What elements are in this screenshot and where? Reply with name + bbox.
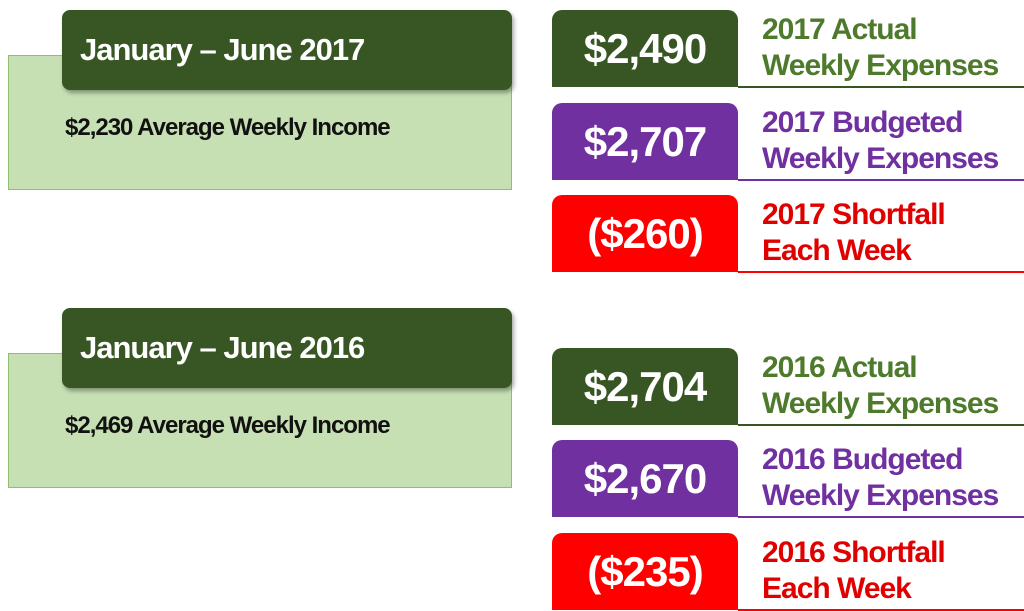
item-label: 2017 Shortfall Each Week	[738, 197, 1024, 273]
label-line: Weekly Expenses	[762, 49, 999, 82]
item-label: 2016 Budgeted Weekly Expenses	[738, 442, 1024, 518]
label-line: 2017 Shortfall	[762, 198, 946, 231]
label-line: Each Week	[762, 572, 912, 605]
item-label: 2016 Actual Weekly Expenses	[738, 350, 1024, 426]
amount-box: $2,707	[552, 103, 738, 180]
item-label: 2016 Shortfall Each Week	[738, 535, 1024, 611]
label-line: 2017 Budgeted	[762, 106, 963, 139]
label-line: 2016 Shortfall	[762, 536, 946, 569]
amount-box: $2,670	[552, 440, 738, 517]
section-header: January – June 2017	[62, 10, 512, 90]
item-label: 2017 Budgeted Weekly Expenses	[738, 105, 1024, 181]
section-header: January – June 2016	[62, 308, 512, 388]
label-line: Weekly Expenses	[762, 387, 999, 420]
label-line: 2016 Actual	[762, 351, 918, 384]
amount-box: ($260)	[552, 195, 738, 272]
label-line: 2017 Actual	[762, 13, 918, 46]
label-line: Each Week	[762, 234, 912, 267]
amount-box: $2,704	[552, 348, 738, 425]
item-label: 2017 Actual Weekly Expenses	[738, 12, 1024, 88]
amount-box: ($235)	[552, 533, 738, 610]
label-line: 2016 Budgeted	[762, 443, 963, 476]
income-text: $2,469 Average Weekly Income	[65, 412, 391, 439]
label-line: Weekly Expenses	[762, 479, 999, 512]
income-text: $2,230 Average Weekly Income	[65, 114, 391, 141]
label-line: Weekly Expenses	[762, 142, 999, 175]
amount-box: $2,490	[552, 10, 738, 87]
